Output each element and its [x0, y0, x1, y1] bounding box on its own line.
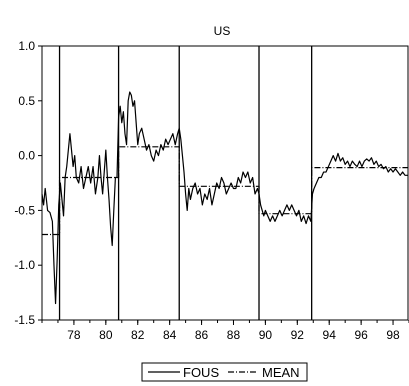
y-tick-label: -0.5 [14, 203, 35, 217]
y-tick-label: -1.5 [14, 313, 35, 327]
x-tick-label: 96 [354, 328, 368, 342]
series-line-mean [42, 146, 409, 236]
series-lines [41, 91, 409, 305]
y-tick-label: 0.0 [18, 149, 35, 163]
legend: FOUS MEAN [141, 362, 308, 382]
x-tick-label: 78 [67, 328, 81, 342]
y-tick-label: -1.0 [14, 258, 35, 272]
series-line-fous [41, 91, 409, 305]
legend-box [141, 362, 308, 382]
chart-title: US [214, 24, 231, 38]
y-tick-label: 0.5 [18, 94, 35, 108]
x-tick-label: 84 [163, 328, 177, 342]
plot-frame [41, 45, 409, 321]
x-axis: 78 80 82 84 86 88 90 92 94 96 98 [41, 320, 409, 342]
y-axis: 1.0 0.5 0.0 -0.5 -1.0 -1.5 [14, 39, 42, 327]
x-tick-label: 90 [259, 328, 273, 342]
y-tick-label: 1.0 [18, 39, 35, 53]
legend-label-mean: MEAN [262, 365, 300, 380]
x-tick-label: 82 [131, 328, 145, 342]
x-tick-label: 88 [227, 328, 241, 342]
plot-area: 1.0 0.5 0.0 -0.5 -1.0 -1.5 78 80 82 84 86 88 90 92 94… [14, 39, 409, 342]
x-tick-label: 80 [99, 328, 113, 342]
x-tick-label: 94 [323, 328, 337, 342]
x-tick-label: 92 [291, 328, 305, 342]
x-tick-label: 86 [195, 328, 209, 342]
x-tick-label: 98 [386, 328, 400, 342]
legend-label-fous: FOUS [183, 365, 219, 380]
